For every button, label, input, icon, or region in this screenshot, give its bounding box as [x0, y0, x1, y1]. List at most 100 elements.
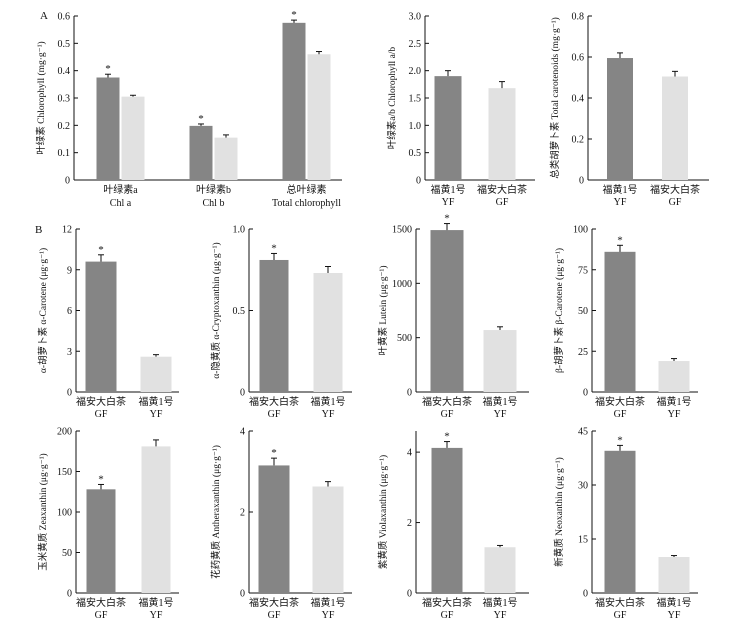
chart-10-category-sublabel: GF [441, 610, 454, 621]
chart-8-y-tick-label: 50 [62, 548, 72, 559]
chart-4-category-label: 福安大白茶 [76, 395, 126, 408]
chart-7-y-tick-label: 75 [578, 265, 588, 276]
chart-1-y-tick-label: 0.6 [58, 12, 71, 23]
chart-4-y-tick-label: 12 [62, 225, 72, 236]
chart-5-y-axis-label: α-隐黄质 α-Cryptoxanthin (μg·g⁻¹) [210, 242, 222, 378]
chart-10-y-tick-label: 0 [407, 589, 412, 600]
chart-4-category-sublabel: GF [95, 409, 108, 420]
chart-8-y-tick-label: 0 [67, 589, 72, 600]
chart-9-bar [258, 465, 290, 593]
chart-3-y-axis-label: 总类胡萝卜素 Total carotenoids (mg·g⁻¹) [549, 17, 561, 179]
panel-letter-b: B [35, 224, 42, 236]
chart-9-category-sublabel: YF [322, 610, 335, 621]
chart-10-significance-star: * [444, 431, 450, 443]
chart-11-category-sublabel: GF [614, 610, 627, 621]
chart-9-y-axis-label: 花药黄质 Antheraxanthin (μg·g⁻¹) [210, 445, 222, 579]
panel-letter-a: A [40, 10, 48, 22]
chart-7-y-tick-label: 100 [573, 225, 588, 236]
chart-2-y-tick-label: 0 [416, 176, 421, 187]
chart-6-bar [483, 330, 517, 392]
chart-5-y-tick-label: 0 [240, 388, 245, 399]
chart-5-y-tick-label: 0.5 [233, 306, 246, 317]
chart-1-category-sublabel: Total chlorophyll [272, 198, 341, 209]
chart-8-y-tick-label: 150 [57, 467, 72, 478]
chart-10-y-axis-label: 紫黄质 Violaxanthin (μg·g⁻¹) [377, 455, 389, 569]
chart-3-y-tick-label: 0.4 [572, 94, 585, 105]
chart-3-category-label: 福黄1号 [603, 183, 638, 196]
chart-1-category-sublabel: Chl b [203, 198, 225, 209]
chart-3-bar [607, 58, 633, 180]
chart-3-y-tick-label: 0.6 [572, 53, 585, 64]
chart-9-y-tick-label: 0 [240, 589, 245, 600]
chart-8-y-tick-label: 200 [57, 427, 72, 438]
chart-11-category-label: 福黄1号 [657, 596, 692, 609]
chart-1-y-tick-label: 0.5 [58, 39, 71, 50]
chart-1-y-axis-label: 叶绿素 Chlorophyll (mg·g⁻¹) [35, 41, 47, 154]
chart-8-y-tick-label: 100 [57, 508, 72, 519]
chart-9-y-tick-label: 2 [240, 508, 245, 519]
chart-6-category-sublabel: YF [494, 409, 507, 420]
chart-1-bar [282, 22, 306, 181]
chart-6-y-tick-label: 500 [397, 333, 412, 344]
chart-3-category-sublabel: GF [669, 197, 682, 208]
chart-2-category-sublabel: GF [496, 197, 509, 208]
chart-5-bar [259, 259, 289, 392]
chart-11-category-sublabel: YF [668, 610, 681, 621]
chart-2-y-tick-label: 3.0 [409, 12, 422, 23]
chart-3-bar [662, 76, 688, 180]
chart-9-category-label: 福黄1号 [311, 596, 346, 609]
chart-4-y-axis-label: α-胡萝卜素 α-Carotene (μg·g⁻¹) [37, 248, 49, 373]
chart-11-bar [658, 557, 690, 593]
chart-6-y-tick-label: 1000 [392, 279, 412, 290]
chart-9-category-label: 福安大白茶 [249, 596, 299, 609]
chart-4-y-tick-label: 6 [67, 306, 72, 317]
chart-4-bar [140, 356, 172, 392]
chart-7-y-axis-label: β-胡萝卜素 β-Carotene (μg·g⁻¹) [553, 248, 565, 373]
chart-2-bar [434, 76, 462, 180]
chart-1-category-label: 总叶绿素 [287, 183, 327, 196]
chart-1-category-label: 叶绿素b [196, 183, 231, 196]
chart-1-bar [189, 125, 213, 180]
chart-2-y-axis-label: 叶绿素a/b Chlorophyll a/b [386, 47, 398, 150]
chart-5-category-label: 福黄1号 [311, 395, 346, 408]
chart-1-significance-star: * [105, 63, 111, 75]
chart-11-y-tick-label: 30 [578, 481, 588, 492]
chart-1-bar [121, 96, 145, 180]
chart-7-category-sublabel: YF [668, 409, 681, 420]
chart-8-category-sublabel: YF [150, 610, 163, 621]
chart-10-y-tick-label: 4 [407, 448, 412, 459]
chart-9-category-sublabel: GF [268, 610, 281, 621]
chart-3-y-tick-label: 0 [579, 176, 584, 187]
chart-5-bar [313, 273, 343, 392]
chart-10-bar [431, 447, 463, 593]
chart-2-category-label: 福黄1号 [431, 183, 466, 196]
chart-7-category-label: 福黄1号 [657, 395, 692, 408]
chart-11-y-tick-label: 15 [578, 535, 588, 546]
chart-11-y-tick-label: 0 [583, 589, 588, 600]
chart-9-bar [312, 486, 344, 593]
chart-4-significance-star: * [98, 244, 104, 256]
chart-4-y-tick-label: 3 [67, 347, 72, 358]
chart-10-y-tick-label: 2 [407, 518, 412, 529]
chart-3-y-tick-label: 0.2 [572, 135, 585, 146]
chart-8-significance-star: * [98, 473, 104, 485]
chart-3-category-label: 福安大白茶 [650, 183, 700, 196]
chart-2-bar [488, 88, 516, 180]
chart-1-y-tick-label: 0 [65, 176, 70, 187]
chart-8-bar [141, 446, 171, 593]
chart-7-y-tick-label: 25 [578, 347, 588, 358]
chart-11-y-axis-label: 新黄质 Neoxanthin (μg·g⁻¹) [553, 457, 565, 567]
chart-10-category-sublabel: YF [494, 610, 507, 621]
chart-3-category-sublabel: YF [614, 197, 627, 208]
chart-11-significance-star: * [617, 434, 623, 446]
chart-10-category-label: 福安大白茶 [422, 596, 472, 609]
chart-5-category-sublabel: GF [268, 409, 281, 420]
chart-8-y-axis-label: 玉米黄质 Zeaxanthin (μg·g⁻¹) [37, 453, 49, 570]
chart-10-category-label: 福黄1号 [483, 596, 518, 609]
chart-1-category-label: 叶绿素a [103, 183, 138, 196]
chart-6-bar [430, 230, 464, 392]
chart-1-category-sublabel: Chl a [110, 198, 132, 209]
chart-1-y-tick-label: 0.3 [58, 94, 71, 105]
chart-3-y-tick-label: 0.8 [572, 12, 585, 23]
chart-4-category-label: 福黄1号 [139, 395, 174, 408]
